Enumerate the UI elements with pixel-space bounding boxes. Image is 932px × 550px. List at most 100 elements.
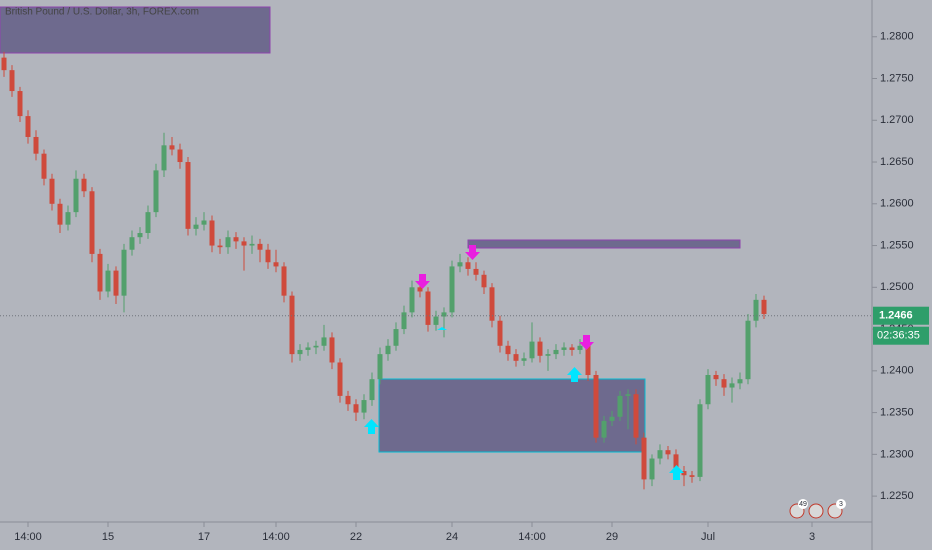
candle-body — [249, 243, 255, 246]
candle-body — [33, 136, 39, 154]
candle-body — [569, 347, 575, 350]
candle-body — [305, 347, 311, 350]
candle-body — [465, 262, 471, 269]
candle-body — [505, 345, 511, 355]
candle-body — [97, 253, 103, 292]
candle-body — [89, 191, 95, 254]
candle-body — [281, 266, 287, 296]
sell-arrow — [465, 245, 480, 260]
chart-title: British Pound / U.S. Dollar, 3h, FOREX.c… — [5, 7, 199, 18]
candle-body — [649, 458, 655, 480]
candle-body — [41, 153, 47, 179]
candle-body — [57, 203, 63, 225]
candle-body — [425, 291, 431, 325]
candle-body — [713, 375, 719, 380]
badge-count: 3 — [839, 501, 843, 508]
y-tick-label: 1.2750 — [880, 72, 914, 84]
candle-body — [129, 237, 135, 250]
candle-body — [145, 212, 151, 234]
y-tick-label: 1.2600 — [880, 198, 914, 210]
zone-box — [378, 378, 646, 453]
candle-body — [601, 420, 607, 438]
buy-arrow — [364, 419, 379, 434]
buy-arrow — [567, 367, 582, 382]
x-tick-label: 15 — [102, 531, 114, 543]
candle-body — [353, 404, 359, 413]
x-tick-label: Jul — [701, 531, 715, 543]
y-tick-label: 1.2650 — [880, 156, 914, 168]
candle-body — [537, 341, 543, 356]
candle-body — [473, 268, 479, 275]
candle-body — [545, 354, 551, 356]
candle-body — [729, 383, 735, 388]
badge — [836, 499, 846, 509]
candle-body — [177, 149, 183, 163]
countdown-box — [873, 326, 929, 345]
buy-arrow — [437, 327, 447, 330]
candle-body — [233, 237, 239, 242]
candle-body — [489, 287, 495, 321]
candle-body — [113, 270, 119, 296]
candle-body — [17, 91, 23, 117]
x-tick-label: 29 — [606, 531, 618, 543]
candle-body — [481, 274, 487, 288]
candle-body — [241, 241, 247, 246]
candle-body — [561, 347, 567, 350]
candle-body — [361, 400, 367, 413]
y-tick-label: 1.2400 — [880, 365, 914, 377]
zone-box — [467, 239, 741, 249]
zone-box — [0, 6, 271, 54]
candle-body — [641, 437, 647, 480]
x-tick-label: 17 — [198, 531, 210, 543]
candle-body — [449, 266, 455, 313]
buy-arrow — [669, 465, 684, 480]
x-tick-label: 14:00 — [518, 531, 546, 543]
axes: 1.22501.23001.23501.24001.24501.25001.25… — [14, 31, 929, 543]
candle-body — [633, 394, 639, 438]
candle-body — [697, 404, 703, 477]
candle-body — [745, 320, 751, 380]
candle-body — [721, 379, 727, 388]
candle-body — [193, 224, 199, 229]
candle-body — [153, 170, 159, 213]
candle-body — [337, 362, 343, 396]
candle-body — [625, 394, 631, 396]
candle-body — [521, 358, 527, 361]
signals — [364, 245, 684, 480]
candle-body — [393, 329, 399, 346]
y-tick-label: 1.2800 — [880, 31, 914, 43]
candle-body — [81, 178, 87, 192]
candle-body — [681, 471, 687, 476]
x-tick-label: 14:00 — [262, 531, 290, 543]
badge — [798, 499, 808, 509]
last-price-label: 1.2466 — [879, 310, 913, 322]
candle-body — [9, 70, 15, 92]
badge-count: 49 — [799, 501, 807, 508]
candle-body — [265, 249, 271, 263]
price-axis — [872, 0, 932, 550]
candle-body — [169, 145, 175, 150]
candle-body — [657, 450, 663, 459]
event-icon[interactable] — [808, 503, 824, 519]
candle-body — [705, 375, 711, 405]
candle-body — [225, 237, 231, 248]
candle-body — [593, 375, 599, 438]
candle-body — [433, 316, 439, 325]
candle-body — [513, 354, 519, 361]
candle-body — [65, 212, 71, 225]
x-tick-label: 3 — [809, 531, 815, 543]
candle-body — [25, 116, 31, 137]
candle-body — [585, 345, 591, 376]
event-icons[interactable]: 49 3 — [789, 499, 846, 519]
candle-body — [761, 299, 767, 315]
candle-body — [673, 454, 679, 472]
candle-body — [737, 379, 743, 384]
candle-body — [257, 243, 263, 250]
candle-body — [201, 220, 207, 225]
candle-body — [385, 345, 391, 355]
candle-body — [457, 262, 463, 267]
sell-arrow — [415, 274, 430, 289]
candle-body — [617, 395, 623, 417]
